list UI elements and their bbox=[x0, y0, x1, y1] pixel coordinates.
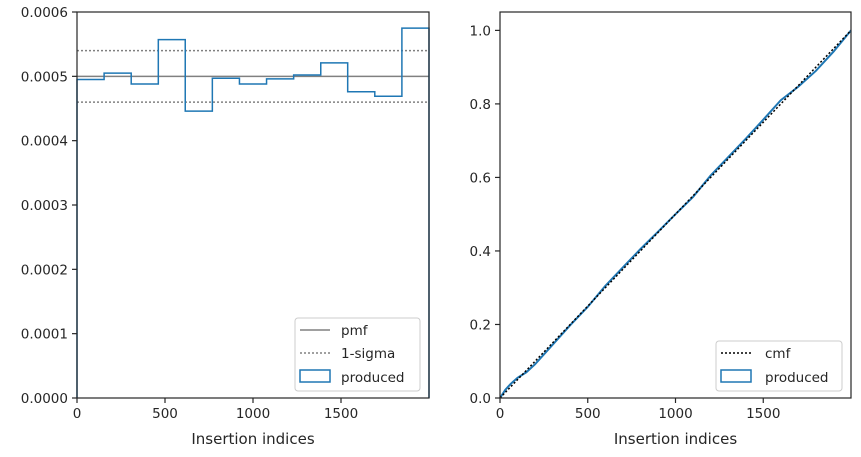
legend-produced-label-right: produced bbox=[765, 370, 829, 386]
legend-cmf-label: cmf bbox=[765, 346, 792, 362]
left-ytick-label: 0.0003 bbox=[21, 198, 68, 214]
left-xlabel: Insertion indices bbox=[191, 430, 314, 448]
right-xtick-label: 0 bbox=[496, 406, 505, 422]
right-axes-frame bbox=[499, 11, 852, 399]
left-xtick-label: 1000 bbox=[236, 406, 270, 422]
left-ytick-label: 0.0006 bbox=[21, 5, 68, 21]
legend-produced-swatch-right bbox=[720, 369, 752, 383]
legend-pmf-label: pmf bbox=[341, 323, 369, 339]
right-panel-cmf: 0 500 1000 1500 0.0 0.2 0.4 0.6 0.8 1.0 Insertion… bbox=[470, 11, 852, 448]
right-ticks: 0 500 1000 1500 0.0 0.2 0.4 0.6 0.8 1.0 bbox=[470, 23, 781, 422]
right-legend: cmf produced bbox=[715, 340, 843, 392]
right-ytick-label: 0.4 bbox=[470, 244, 491, 260]
left-ytick-label: 0.0000 bbox=[21, 391, 68, 407]
produced-histogram bbox=[76, 27, 430, 398]
left-plot-area bbox=[76, 27, 430, 398]
right-xtick-label: 500 bbox=[575, 406, 601, 422]
left-ticks: 0 500 1000 1500 0.0000 0.0001 0.0002 0.0003 0.00… bbox=[21, 5, 358, 422]
left-ytick-label: 0.0002 bbox=[21, 262, 68, 278]
right-ytick-label: 1.0 bbox=[470, 23, 491, 39]
left-ytick-label: 0.0004 bbox=[21, 134, 68, 150]
left-legend: pmf 1-sigma produced bbox=[294, 317, 421, 392]
left-legend-box bbox=[294, 317, 421, 392]
right-xtick-label: 1000 bbox=[658, 406, 692, 422]
left-ytick-label: 0.0005 bbox=[21, 69, 68, 85]
right-ytick-label: 0.8 bbox=[470, 97, 491, 113]
produced-cumulative-line bbox=[499, 29, 852, 399]
right-xtick-label: 1500 bbox=[746, 406, 780, 422]
right-ytick-label: 0.0 bbox=[470, 391, 491, 407]
left-ytick-label: 0.0001 bbox=[21, 327, 68, 343]
right-ytick-label: 0.6 bbox=[470, 170, 491, 186]
legend-produced-label: produced bbox=[341, 370, 405, 386]
legend-produced-swatch bbox=[299, 369, 331, 383]
left-xtick-label: 500 bbox=[152, 406, 178, 422]
right-xlabel: Insertion indices bbox=[614, 430, 737, 448]
left-panel-pmf: 0 500 1000 1500 0.0000 0.0001 0.0002 0.0003 0.00… bbox=[21, 5, 430, 448]
left-xtick-label: 1500 bbox=[324, 406, 358, 422]
right-legend-box bbox=[715, 340, 843, 392]
right-ytick-label: 0.2 bbox=[470, 317, 491, 333]
right-plot-area bbox=[499, 29, 852, 399]
left-xtick-label: 0 bbox=[73, 406, 82, 422]
legend-sigma-label: 1-sigma bbox=[341, 346, 395, 362]
cmf-line bbox=[499, 29, 852, 399]
